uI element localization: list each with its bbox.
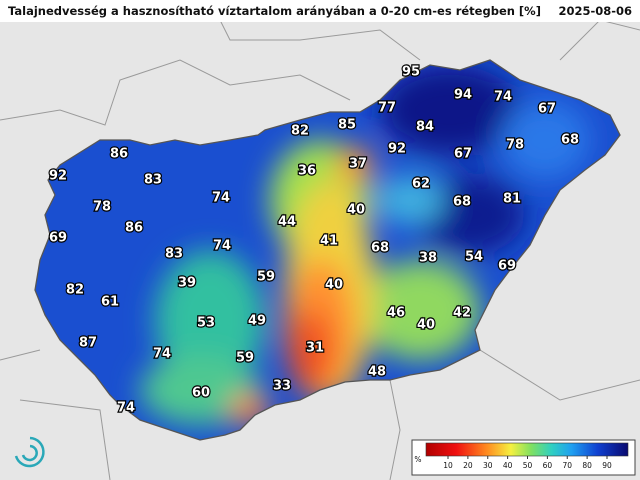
station-value: 49 — [248, 314, 266, 329]
station-value: 48 — [368, 365, 386, 380]
station-value: 40 — [417, 318, 435, 333]
station-value: 53 — [197, 316, 215, 331]
station-value: 84 — [416, 120, 434, 135]
legend-tick-label: 90 — [602, 461, 612, 470]
station-value: 94 — [454, 88, 472, 103]
legend-tick-label: 50 — [523, 461, 533, 470]
station-value: 78 — [506, 138, 524, 153]
station-value: 60 — [192, 386, 210, 401]
station-value: 82 — [291, 124, 309, 139]
station-value: 87 — [79, 336, 97, 351]
station-value: 86 — [110, 147, 128, 162]
station-value: 67 — [538, 102, 556, 117]
station-value: 40 — [347, 203, 365, 218]
station-value: 95 — [402, 65, 420, 80]
map-title: Talajnedvesség a hasznosítható víztartal… — [8, 4, 541, 18]
title-bar — [0, 0, 640, 22]
station-value: 62 — [412, 177, 430, 192]
station-value: 74 — [212, 191, 230, 206]
station-value: 33 — [273, 379, 291, 394]
station-value: 68 — [561, 133, 579, 148]
station-value: 41 — [320, 234, 338, 249]
station-value: 54 — [465, 250, 483, 265]
station-value: 77 — [378, 101, 396, 116]
map-date: 2025-08-06 — [558, 4, 632, 18]
station-value: 78 — [93, 200, 111, 215]
legend-unit: % — [414, 455, 421, 464]
station-value: 74 — [494, 90, 512, 105]
station-value: 59 — [236, 351, 254, 366]
legend-tick-label: 80 — [582, 461, 592, 470]
station-value: 37 — [349, 157, 367, 172]
station-value: 85 — [338, 118, 356, 133]
station-value: 83 — [144, 173, 162, 188]
station-value: 38 — [419, 251, 437, 266]
station-value: 31 — [306, 341, 324, 356]
station-value: 40 — [325, 278, 343, 293]
station-value: 59 — [257, 270, 275, 285]
station-value: 39 — [178, 276, 196, 291]
legend-tick-label: 40 — [503, 461, 513, 470]
station-value: 69 — [49, 231, 67, 246]
station-value: 86 — [125, 221, 143, 236]
legend-tick-label: 70 — [562, 461, 572, 470]
station-value: 46 — [387, 306, 405, 321]
station-value: 74 — [153, 347, 171, 362]
legend-tick-label: 60 — [543, 461, 553, 470]
station-value: 81 — [503, 192, 521, 207]
station-value: 67 — [454, 147, 472, 162]
station-value: 68 — [453, 195, 471, 210]
station-value: 82 — [66, 283, 84, 298]
station-value: 83 — [165, 247, 183, 262]
station-value: 74 — [117, 401, 135, 416]
station-value: 68 — [371, 241, 389, 256]
station-value: 74 — [213, 239, 231, 254]
station-value: 61 — [101, 295, 119, 310]
legend-tick-label: 30 — [483, 461, 493, 470]
station-value: 69 — [498, 259, 516, 274]
legend-tick-label: 10 — [443, 461, 453, 470]
legend-tick-label: 20 — [463, 461, 473, 470]
station-value: 44 — [278, 215, 296, 230]
station-value: 92 — [49, 169, 67, 184]
logo — [14, 436, 45, 468]
station-value: 42 — [453, 306, 471, 321]
station-value: 92 — [388, 142, 406, 157]
station-value: 36 — [298, 164, 316, 179]
legend-colorbar — [425, 442, 629, 457]
